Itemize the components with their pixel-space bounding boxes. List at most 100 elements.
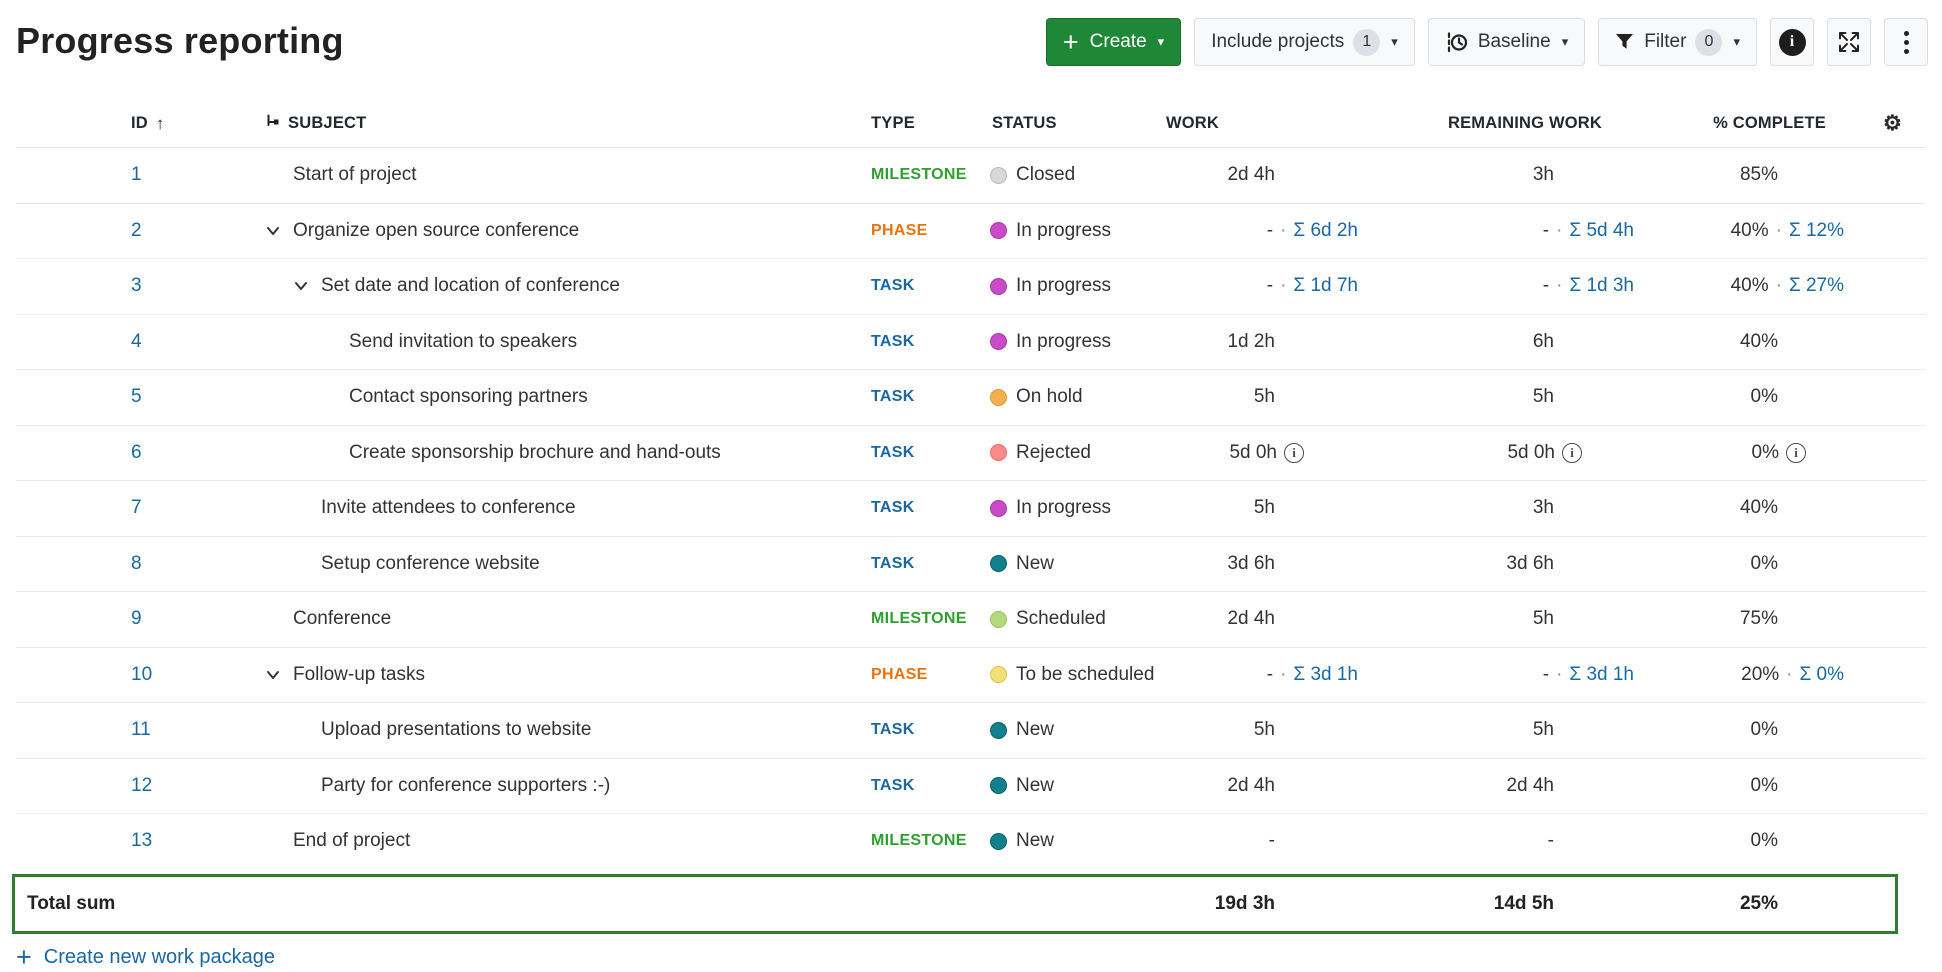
remaining-work-cell[interactable]: 6h [1370, 331, 1650, 353]
work-cell[interactable]: - [1160, 830, 1370, 852]
create-new-work-package-link[interactable]: + Create new work package [16, 943, 275, 971]
percent-complete-cell[interactable]: 85% [1650, 164, 1860, 186]
percent-complete-cell[interactable]: 20% · Σ 0% [1650, 664, 1860, 686]
remaining-work-cell[interactable]: - [1370, 830, 1650, 852]
column-header-work[interactable]: WORK [1166, 114, 1220, 132]
work-cell[interactable]: 2d 4h [1160, 608, 1370, 630]
status-cell[interactable]: New [990, 775, 1160, 797]
remaining-work-cell[interactable]: - · Σ 3d 1h [1370, 664, 1650, 686]
work-cell[interactable]: - · Σ 3d 1h [1160, 664, 1370, 686]
work-cell[interactable]: 5h [1160, 719, 1370, 741]
info-circle-icon[interactable]: i [1562, 442, 1582, 463]
percent-complete-cell[interactable]: 40% · Σ 12% [1650, 220, 1860, 242]
remaining-work-sum-link[interactable]: Σ 3d 1h [1569, 663, 1634, 685]
type-cell[interactable]: TASK [871, 332, 915, 350]
subject-cell[interactable]: Party for conference supporters :-) [216, 775, 865, 797]
work-package-id-link[interactable]: 10 [131, 663, 153, 685]
subject-cell[interactable]: Invite attendees to conference [216, 497, 865, 519]
work-cell[interactable]: 5h [1160, 497, 1370, 519]
work-cell[interactable]: - · Σ 6d 2h [1160, 220, 1370, 242]
percent-complete-sum-link[interactable]: Σ 12% [1788, 219, 1844, 241]
status-cell[interactable]: New [990, 830, 1160, 852]
subject-cell[interactable]: Setup conference website [216, 553, 865, 575]
type-cell[interactable]: TASK [871, 443, 915, 461]
work-sum-link[interactable]: Σ 1d 7h [1293, 275, 1358, 297]
percent-complete-sum-link[interactable]: Σ 27% [1788, 275, 1844, 297]
remaining-work-cell[interactable]: 5h [1370, 386, 1650, 408]
percent-complete-cell[interactable]: 0% [1650, 386, 1860, 408]
info-button[interactable]: i [1770, 18, 1814, 66]
percent-complete-cell[interactable]: 75% [1650, 608, 1860, 630]
remaining-work-cell[interactable]: 3d 6h [1370, 553, 1650, 575]
work-package-id-link[interactable]: 6 [131, 441, 142, 463]
percent-complete-cell[interactable]: 0% [1650, 830, 1860, 852]
remaining-work-cell[interactable]: 5h [1370, 608, 1650, 630]
status-cell[interactable]: In progress [990, 331, 1160, 353]
type-cell[interactable]: TASK [871, 277, 915, 295]
remaining-work-sum-link[interactable]: Σ 5d 4h [1569, 219, 1634, 241]
column-header-percent-complete[interactable]: % COMPLETE [1713, 114, 1826, 132]
percent-complete-cell[interactable]: 40% [1650, 331, 1860, 353]
remaining-work-cell[interactable]: - · Σ 5d 4h [1370, 220, 1650, 242]
status-cell[interactable]: Closed [990, 164, 1160, 186]
remaining-work-cell[interactable]: 3h [1370, 497, 1650, 519]
work-cell[interactable]: 2d 4h [1160, 775, 1370, 797]
status-cell[interactable]: In progress [990, 275, 1160, 297]
subject-cell[interactable]: Set date and location of conference [216, 275, 865, 297]
subject-cell[interactable]: End of project [216, 830, 865, 852]
filter-button[interactable]: Filter 0 ▾ [1598, 18, 1757, 66]
percent-complete-cell[interactable]: 0% [1650, 553, 1860, 575]
type-cell[interactable]: MILESTONE [871, 166, 967, 184]
subject-cell[interactable]: Upload presentations to website [216, 719, 865, 741]
info-circle-icon[interactable]: i [1786, 442, 1806, 463]
work-package-id-link[interactable]: 2 [131, 219, 142, 241]
status-cell[interactable]: To be scheduled [990, 664, 1160, 686]
remaining-work-sum-link[interactable]: Σ 1d 3h [1569, 275, 1634, 297]
subject-cell[interactable]: Follow-up tasks [216, 664, 865, 686]
status-cell[interactable]: Scheduled [990, 608, 1160, 630]
percent-complete-cell[interactable]: 0% [1650, 775, 1860, 797]
type-cell[interactable]: TASK [871, 388, 915, 406]
type-cell[interactable]: TASK [871, 554, 915, 572]
column-header-remaining-work[interactable]: REMAINING WORK [1447, 114, 1602, 132]
status-cell[interactable]: Rejected [990, 442, 1160, 464]
remaining-work-cell[interactable]: 3h [1370, 164, 1650, 186]
work-package-id-link[interactable]: 11 [131, 719, 151, 741]
percent-complete-cell[interactable]: 40% [1650, 497, 1860, 519]
subject-cell[interactable]: Conference [216, 608, 865, 630]
include-projects-button[interactable]: Include projects 1 ▾ [1194, 18, 1415, 66]
work-cell[interactable]: 5h [1160, 386, 1370, 408]
remaining-work-cell[interactable]: 2d 4h [1370, 775, 1650, 797]
create-button[interactable]: + Create ▾ [1045, 18, 1182, 66]
work-cell[interactable]: - · Σ 1d 7h [1160, 275, 1370, 297]
subject-cell[interactable]: Start of project [216, 164, 865, 186]
fullscreen-button[interactable] [1827, 18, 1871, 66]
percent-complete-cell[interactable]: 0% [1650, 719, 1860, 741]
subject-cell[interactable]: Contact sponsoring partners [216, 386, 865, 408]
subject-cell[interactable]: Send invitation to speakers [216, 331, 865, 353]
remaining-work-cell[interactable]: 5d 0h i [1370, 442, 1650, 464]
subject-cell[interactable]: Create sponsorship brochure and hand-out… [216, 442, 865, 464]
more-options-button[interactable] [1884, 18, 1928, 66]
column-header-status[interactable]: STATUS [992, 114, 1057, 132]
collapse-chevron-icon[interactable] [293, 278, 321, 294]
work-package-id-link[interactable]: 4 [131, 330, 142, 352]
subject-cell[interactable]: Organize open source conference [216, 220, 865, 242]
column-header-id[interactable]: ID ↑ [131, 113, 165, 133]
work-package-id-link[interactable]: 1 [131, 164, 142, 186]
percent-complete-cell[interactable]: 40% · Σ 27% [1650, 275, 1860, 297]
info-circle-icon[interactable]: i [1284, 442, 1304, 463]
work-cell[interactable]: 3d 6h [1160, 553, 1370, 575]
collapse-chevron-icon[interactable] [265, 223, 293, 239]
work-package-id-link[interactable]: 8 [131, 552, 142, 574]
work-package-id-link[interactable]: 7 [131, 497, 142, 519]
work-cell[interactable]: 2d 4h [1160, 164, 1370, 186]
remaining-work-cell[interactable]: - · Σ 1d 3h [1370, 275, 1650, 297]
work-package-id-link[interactable]: 5 [131, 386, 142, 408]
collapse-chevron-icon[interactable] [265, 667, 293, 683]
work-package-id-link[interactable]: 13 [131, 830, 153, 852]
baseline-button[interactable]: Baseline ▾ [1427, 18, 1586, 66]
column-header-subject[interactable]: SUBJECT [216, 114, 865, 134]
type-cell[interactable]: MILESTONE [871, 832, 967, 850]
table-settings-gear-icon[interactable]: ⚙ [1882, 112, 1902, 135]
